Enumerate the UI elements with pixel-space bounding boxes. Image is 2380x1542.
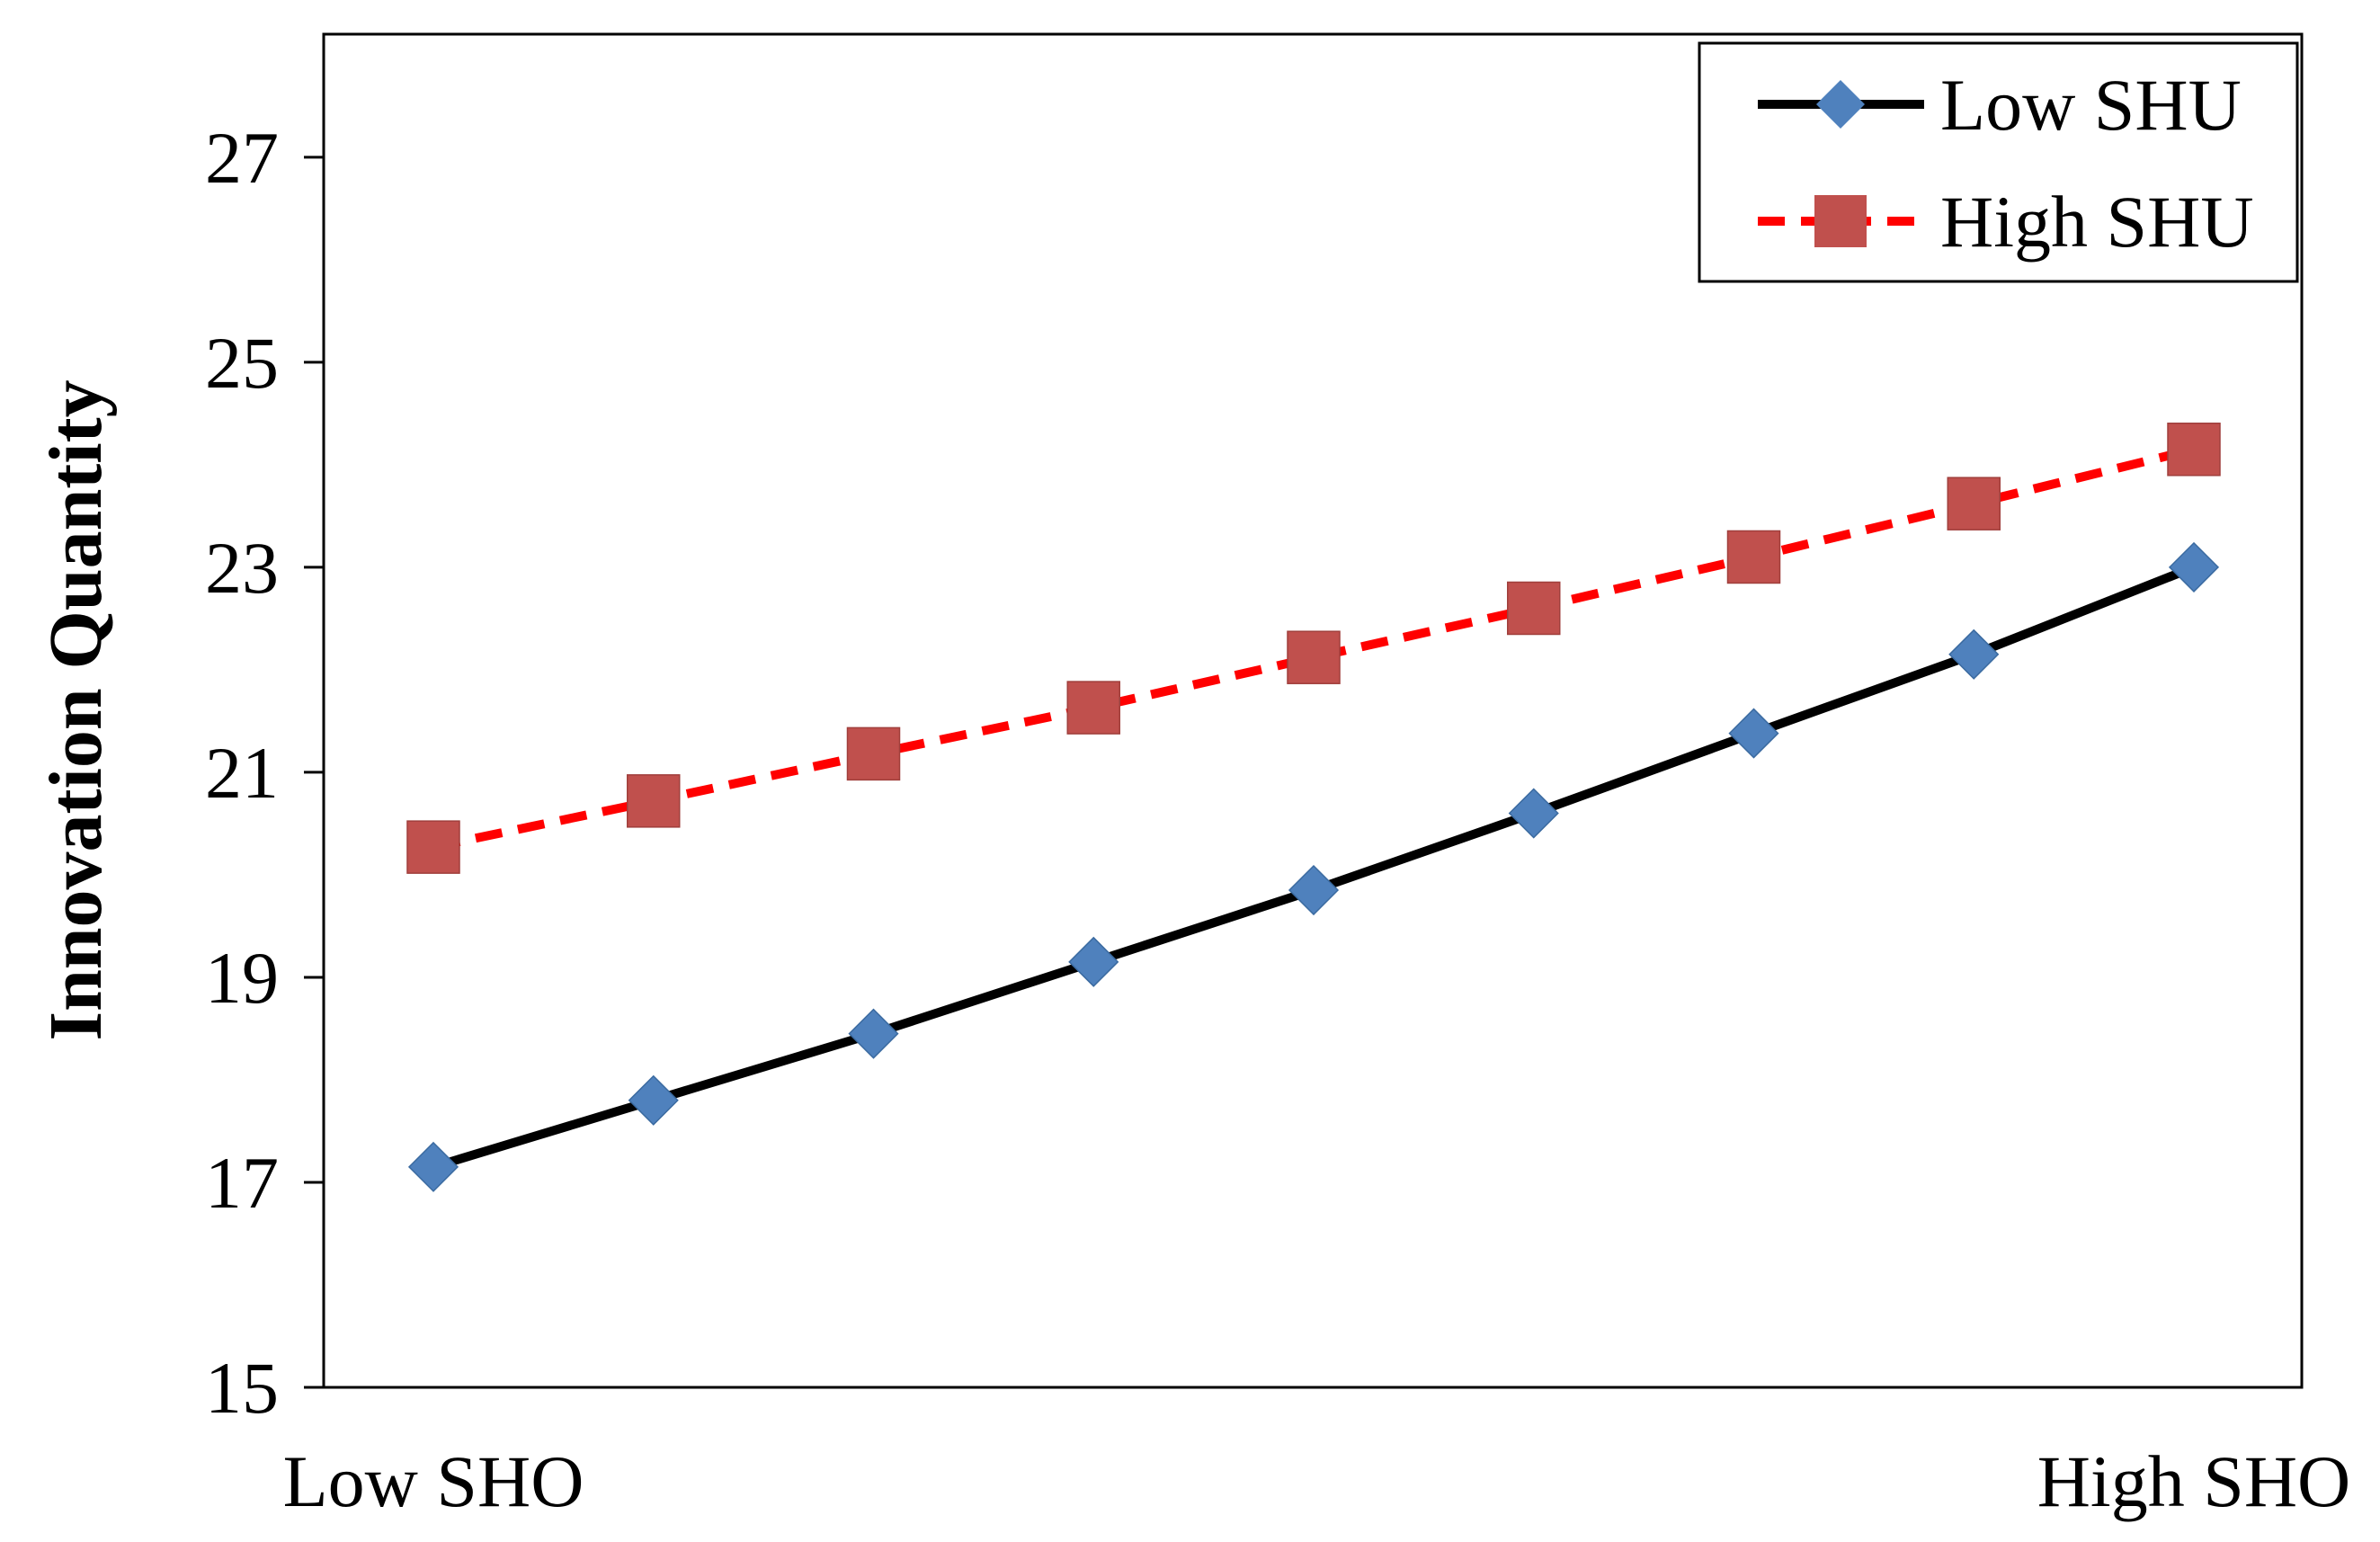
- data-point: [406, 820, 460, 874]
- y-tick-label: 25: [205, 322, 279, 404]
- series-layer: [406, 423, 2221, 1192]
- series-low-shu: [407, 541, 2220, 1192]
- y-tick-label: 15: [205, 1347, 279, 1429]
- legend-marker: [1814, 195, 1867, 247]
- y-tick-label: 27: [205, 117, 279, 199]
- legend-label: High SHU: [1940, 181, 2254, 263]
- data-point: [1288, 864, 1340, 916]
- y-tick-label: 19: [205, 937, 279, 1019]
- legend: Low SHU High SHU: [1698, 41, 2299, 283]
- data-point: [1066, 681, 1120, 735]
- data-point: [846, 726, 901, 781]
- x-tick-label: High SHO: [2037, 1440, 2351, 1522]
- data-point: [1948, 628, 2000, 680]
- series-high-shu: [406, 423, 2221, 874]
- legend-label: Low SHU: [1940, 64, 2242, 146]
- data-point: [407, 1141, 459, 1192]
- legend-marker: [1816, 80, 1865, 129]
- legend-item: Low SHU: [1758, 64, 2242, 146]
- legend-item: High SHU: [1758, 181, 2254, 263]
- data-point: [1947, 477, 2001, 530]
- data-point: [848, 1008, 899, 1059]
- x-tick-label: Low SHO: [283, 1440, 584, 1522]
- data-point: [1287, 630, 1341, 684]
- y-tick-label: 21: [205, 732, 279, 814]
- data-point: [1507, 581, 1561, 636]
- y-tick-label: 23: [205, 527, 279, 609]
- data-point: [2167, 423, 2221, 477]
- data-point: [628, 1074, 679, 1126]
- x-axis-ticks: Low SHO High SHO: [283, 1440, 2351, 1522]
- data-point: [1068, 936, 1119, 987]
- y-tick-label: 17: [205, 1142, 279, 1224]
- data-point: [1508, 788, 1559, 839]
- y-axis-title: Innovation Quantity: [34, 379, 118, 1040]
- y-axis-ticks: 15 17 19 21 23 25 27: [205, 117, 324, 1429]
- data-point: [1728, 708, 1779, 759]
- data-point: [1726, 530, 1781, 584]
- legend-box: [1698, 41, 2299, 283]
- data-point: [627, 774, 681, 828]
- data-point: [2168, 541, 2220, 593]
